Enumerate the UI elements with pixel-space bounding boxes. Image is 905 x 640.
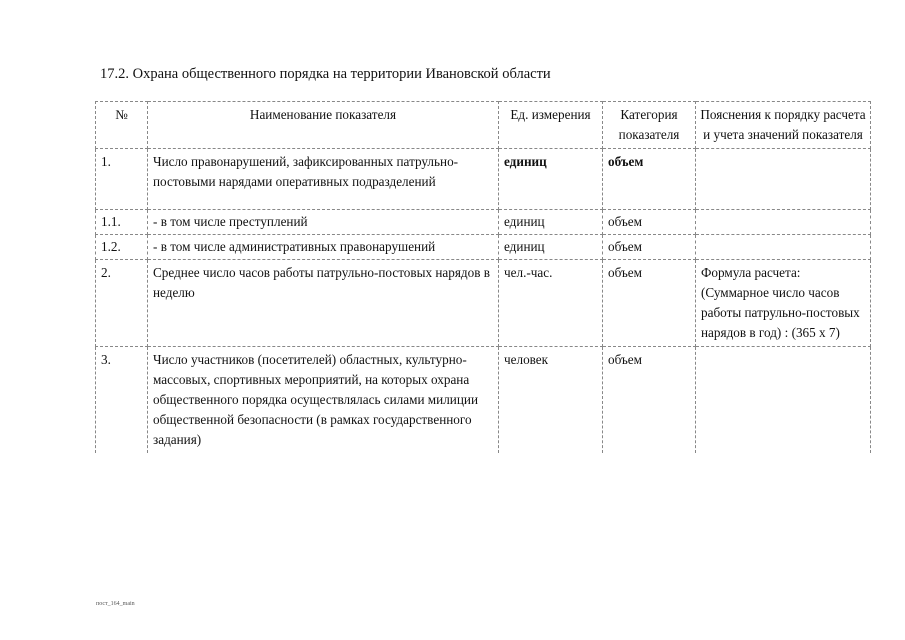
header-number: № — [95, 101, 148, 149]
row-number: 3. — [95, 346, 148, 453]
row-number: 2. — [95, 259, 148, 347]
row-unit: единиц — [498, 209, 603, 235]
row-category: объем — [602, 234, 696, 260]
section-title: 17.2. Охрана общественного порядка на те… — [100, 66, 551, 82]
row-category: объем — [602, 148, 696, 210]
header-name: Наименование показателя — [147, 101, 499, 149]
footer-filename: пост_164_main — [96, 601, 135, 607]
row-name: Среднее число часов работы патрульно-пос… — [147, 259, 499, 347]
header-category: Категория показателя — [602, 101, 696, 149]
row-note — [695, 148, 871, 210]
row-number: 1. — [95, 148, 148, 210]
table-header-row: № Наименование показателя Ед. измерения … — [95, 101, 871, 149]
row-unit: единиц — [498, 234, 603, 260]
row-name: Число участников (посетителей) областных… — [147, 346, 499, 453]
table-row: 3. Число участников (посетителей) област… — [95, 346, 871, 453]
row-unit: единиц — [498, 148, 603, 210]
row-category: объем — [602, 346, 696, 453]
row-unit: человек — [498, 346, 603, 453]
row-name: - в том числе преступлений — [147, 209, 499, 235]
row-name: - в том числе административных правонару… — [147, 234, 499, 260]
row-category: объем — [602, 259, 696, 347]
table-row: 1.1. - в том числе преступлений единиц о… — [95, 209, 871, 235]
row-number: 1.1. — [95, 209, 148, 235]
row-note — [695, 346, 871, 453]
row-name: Число правонарушений, зафиксированных па… — [147, 148, 499, 210]
row-note: Формула расчета: (Суммарное число часов … — [695, 259, 871, 347]
table-row: 1. Число правонарушений, зафиксированных… — [95, 148, 871, 210]
row-unit: чел.-час. — [498, 259, 603, 347]
table-row: 1.2. - в том числе административных прав… — [95, 234, 871, 260]
row-note — [695, 209, 871, 235]
row-category: объем — [602, 209, 696, 235]
header-unit: Ед. измерения — [498, 101, 603, 149]
row-number: 1.2. — [95, 234, 148, 260]
header-notes: Пояснения к порядку расчета и учета знач… — [695, 101, 871, 149]
indicators-table: № Наименование показателя Ед. измерения … — [95, 101, 871, 453]
row-note — [695, 234, 871, 260]
table-row: 2. Среднее число часов работы патрульно-… — [95, 259, 871, 347]
